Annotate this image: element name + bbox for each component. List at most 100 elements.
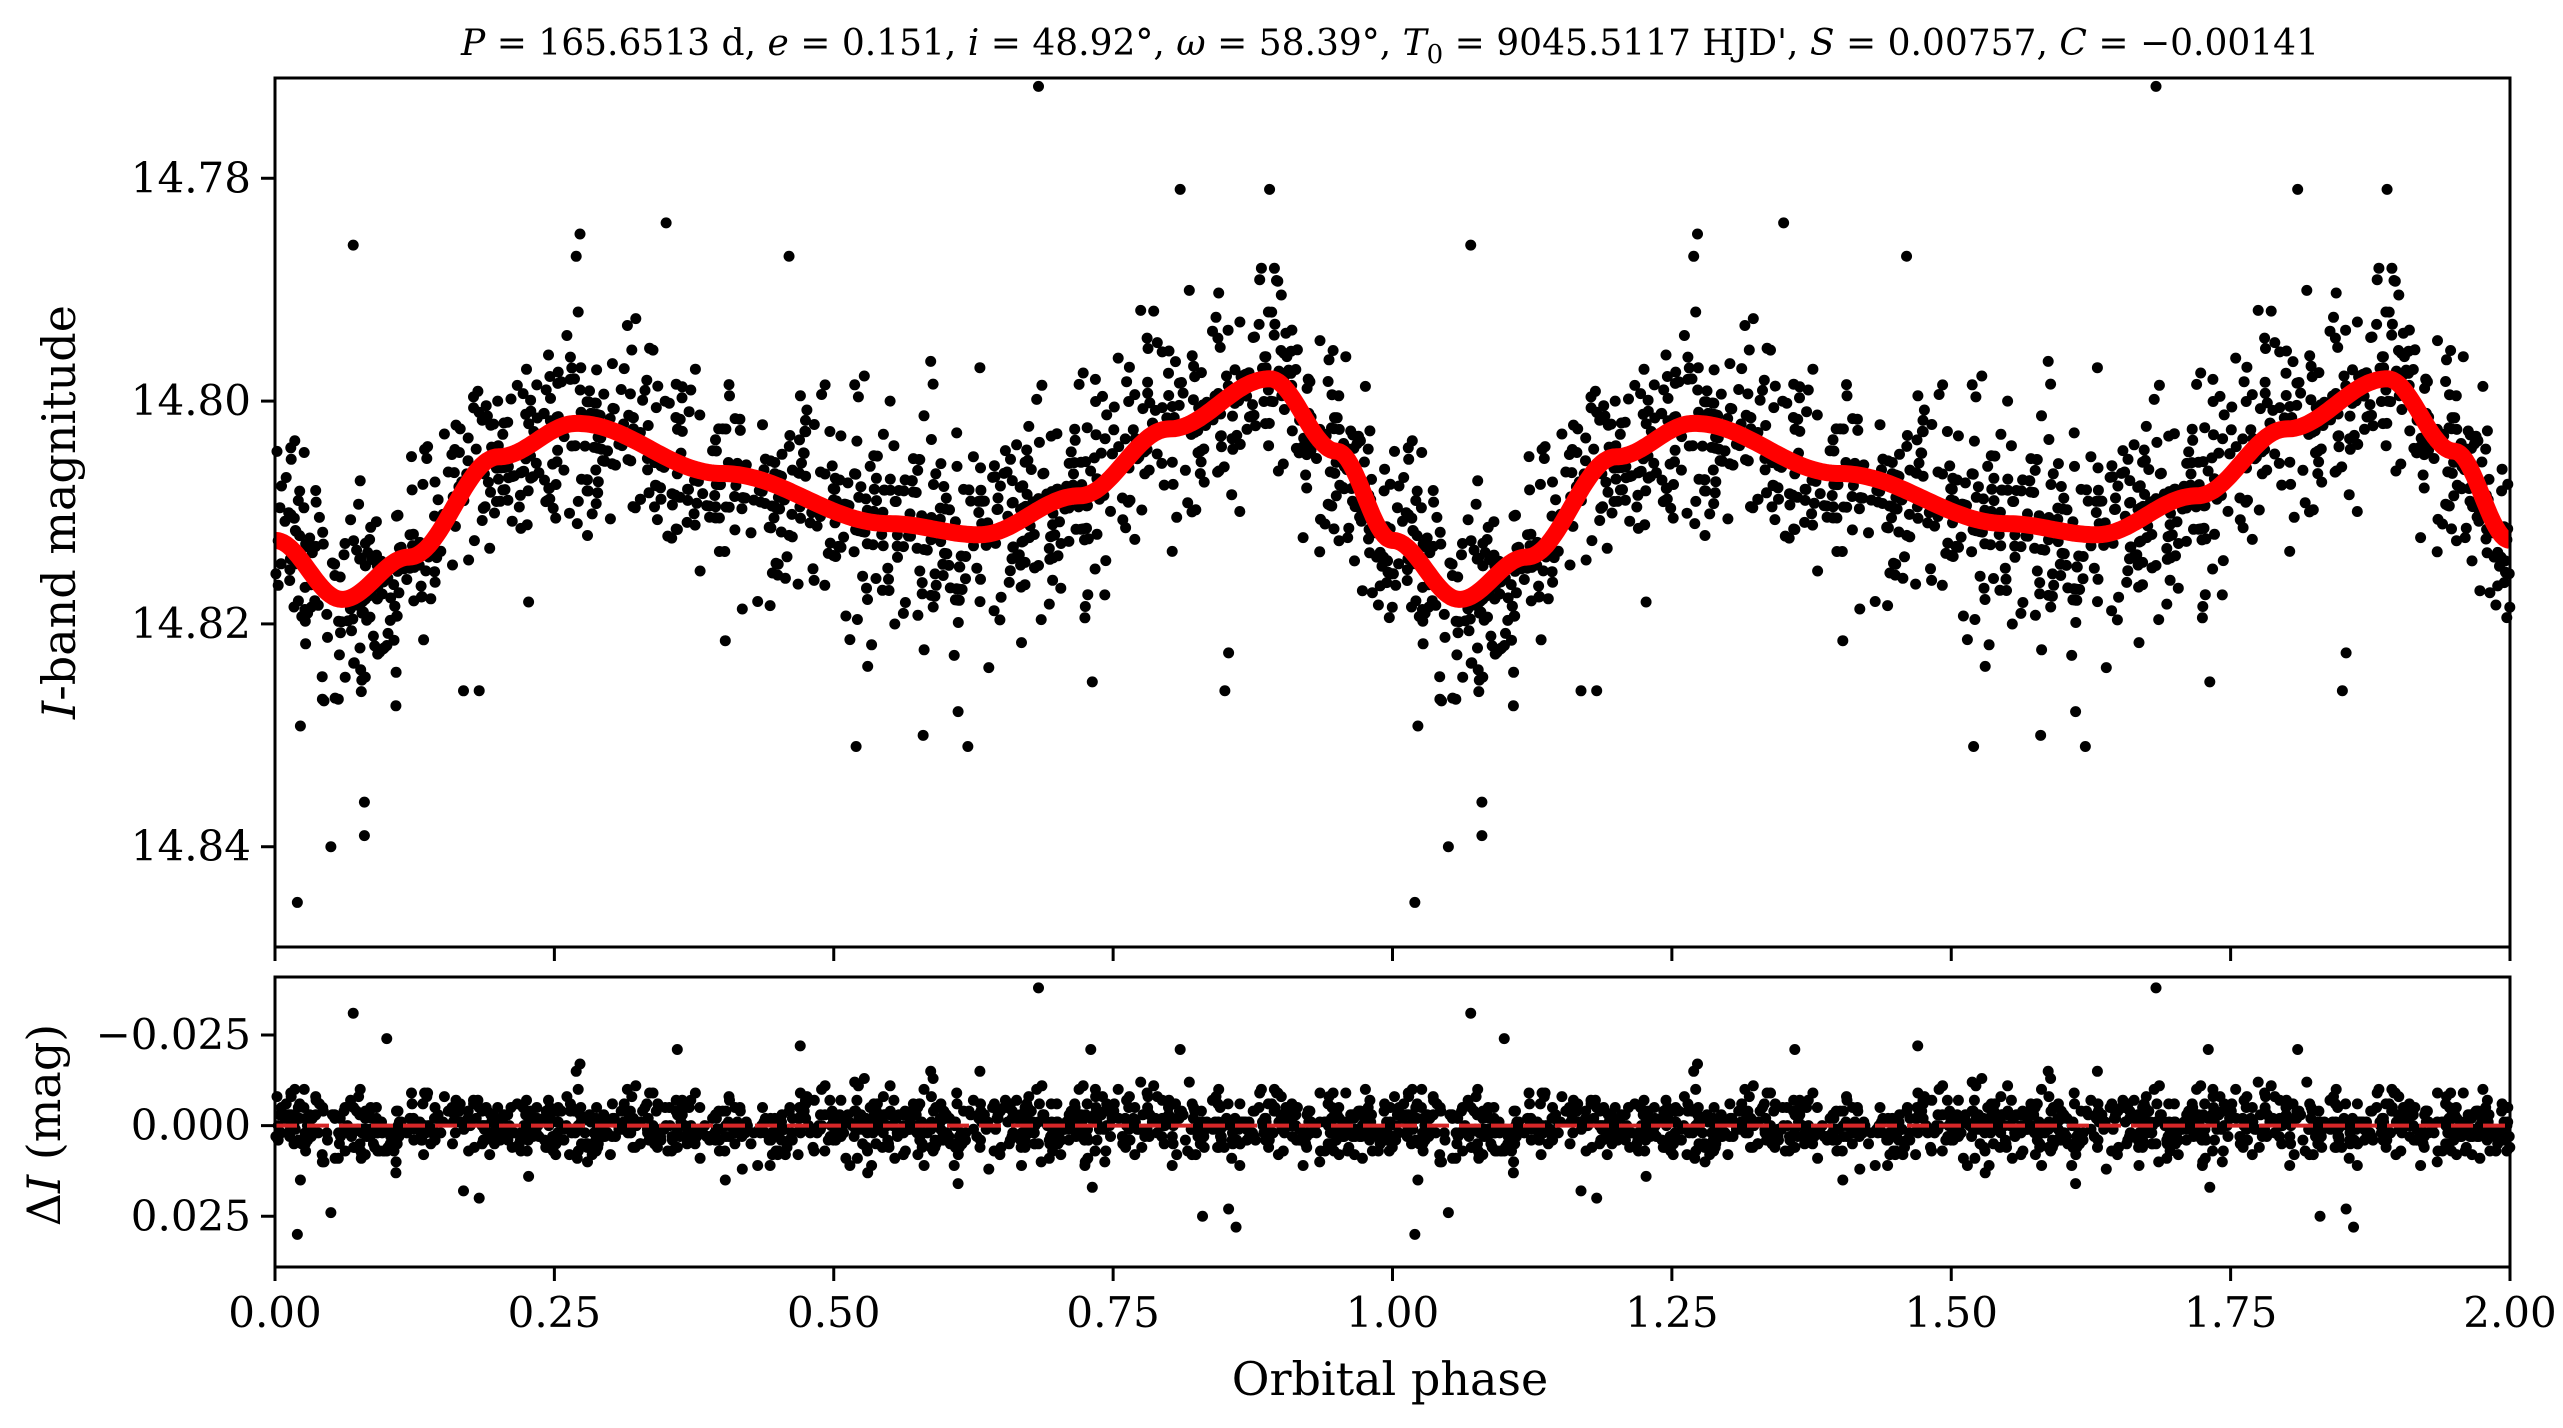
residual-point (2273, 1131, 2285, 1142)
observation-point (1135, 304, 1147, 316)
observation-point (1213, 465, 1225, 477)
observation-point (473, 685, 485, 697)
y-tick-label: 14.80 (131, 376, 251, 425)
observation-point (1379, 463, 1391, 475)
residual-point (274, 1109, 286, 1121)
observation-point (899, 597, 911, 608)
observation-point (889, 496, 901, 507)
observation-point (2431, 546, 2443, 558)
observation-point (776, 448, 788, 460)
observation-point (1005, 453, 1016, 465)
residual-point (884, 1080, 896, 1092)
residual-point (888, 1094, 900, 1106)
observation-point (1387, 568, 1399, 580)
x-tick-label: 1.00 (1346, 1288, 1440, 1337)
observation-point (462, 455, 474, 467)
observation-point (2172, 582, 2184, 594)
observation-point (866, 639, 878, 651)
residual-point (468, 1098, 480, 1110)
observation-point (1988, 472, 2000, 484)
residual-point (819, 1145, 831, 1157)
observation-point (477, 502, 489, 514)
residual-point (2395, 1145, 2407, 1157)
residual-point (2314, 1210, 2326, 1222)
observation-point (2441, 354, 2452, 366)
x-tick-label: 1.50 (1904, 1288, 1998, 1337)
observation-point (621, 320, 633, 331)
residual-point (1285, 1105, 1297, 1117)
residual-point (1033, 1098, 1045, 1110)
observation-point (2483, 473, 2495, 485)
observation-point (944, 504, 955, 516)
observation-point (1105, 505, 1116, 517)
observation-point (2285, 478, 2297, 490)
residual-point (1831, 1123, 1843, 1135)
observation-point (1506, 600, 1518, 612)
observation-point (1794, 392, 1805, 404)
observation-point (754, 496, 766, 508)
observation-point (2464, 495, 2476, 507)
observation-point (1156, 457, 1168, 469)
observation-point (406, 451, 417, 463)
observation-point (2455, 482, 2467, 493)
observation-point (973, 507, 985, 518)
residual-point (271, 1091, 283, 1103)
residual-point (2403, 1105, 2415, 1117)
residual-point (1186, 1098, 1198, 1110)
observation-point (2316, 476, 2328, 488)
residual-point (1328, 1112, 1340, 1124)
residual-point (2324, 1094, 2336, 1106)
observation-point (1681, 507, 1693, 519)
observation-point (1610, 473, 1622, 485)
observation-point (1016, 637, 1027, 649)
observation-point (346, 625, 357, 637)
observation-point (1247, 332, 1259, 343)
observation-point (973, 495, 985, 507)
observation-point (354, 475, 366, 487)
observation-point (2112, 480, 2124, 492)
observation-point (2222, 505, 2234, 517)
observation-point (1605, 418, 1617, 430)
residual-point (1466, 1141, 1478, 1153)
observation-point (1089, 563, 1101, 575)
observation-point (2237, 433, 2249, 445)
residual-point (506, 1127, 518, 1139)
observation-point (1893, 526, 1905, 538)
residual-point (2207, 1083, 2219, 1095)
residual-point (1263, 1134, 1275, 1146)
residual-point (808, 1145, 820, 1157)
observation-point (1824, 445, 1836, 457)
observation-point (1661, 371, 1673, 382)
residual-point (1571, 1105, 1583, 1117)
observation-point (1349, 555, 1360, 567)
observation-point (935, 458, 947, 470)
residual-point (453, 1105, 465, 1117)
residual-point (1073, 1083, 1085, 1095)
residual-point (1139, 1131, 1151, 1142)
observation-point (1324, 466, 1336, 478)
observation-point (2473, 515, 2485, 527)
residual-point (1624, 1127, 1636, 1139)
residual-point (911, 1127, 923, 1139)
observation-point (1070, 523, 1082, 535)
observation-point (2481, 425, 2493, 437)
residual-point (2090, 1109, 2102, 1121)
observation-point (310, 485, 322, 496)
residual-point (2069, 1098, 2080, 1110)
residual-point (897, 1149, 909, 1161)
observation-point (1219, 685, 1231, 697)
observation-point (1326, 500, 1338, 512)
residual-point (2069, 1141, 2081, 1153)
observation-point (951, 460, 963, 472)
observation-point (298, 502, 310, 514)
observation-point (2443, 500, 2455, 512)
observation-point (1944, 460, 1956, 472)
residual-point (662, 1145, 674, 1157)
residual-point (1035, 1156, 1047, 1168)
observation-point (1234, 506, 1246, 517)
residual-point (571, 1152, 583, 1164)
residual-point (1183, 1076, 1195, 1088)
residual-point (485, 1131, 496, 1142)
observation-point (1411, 485, 1423, 497)
